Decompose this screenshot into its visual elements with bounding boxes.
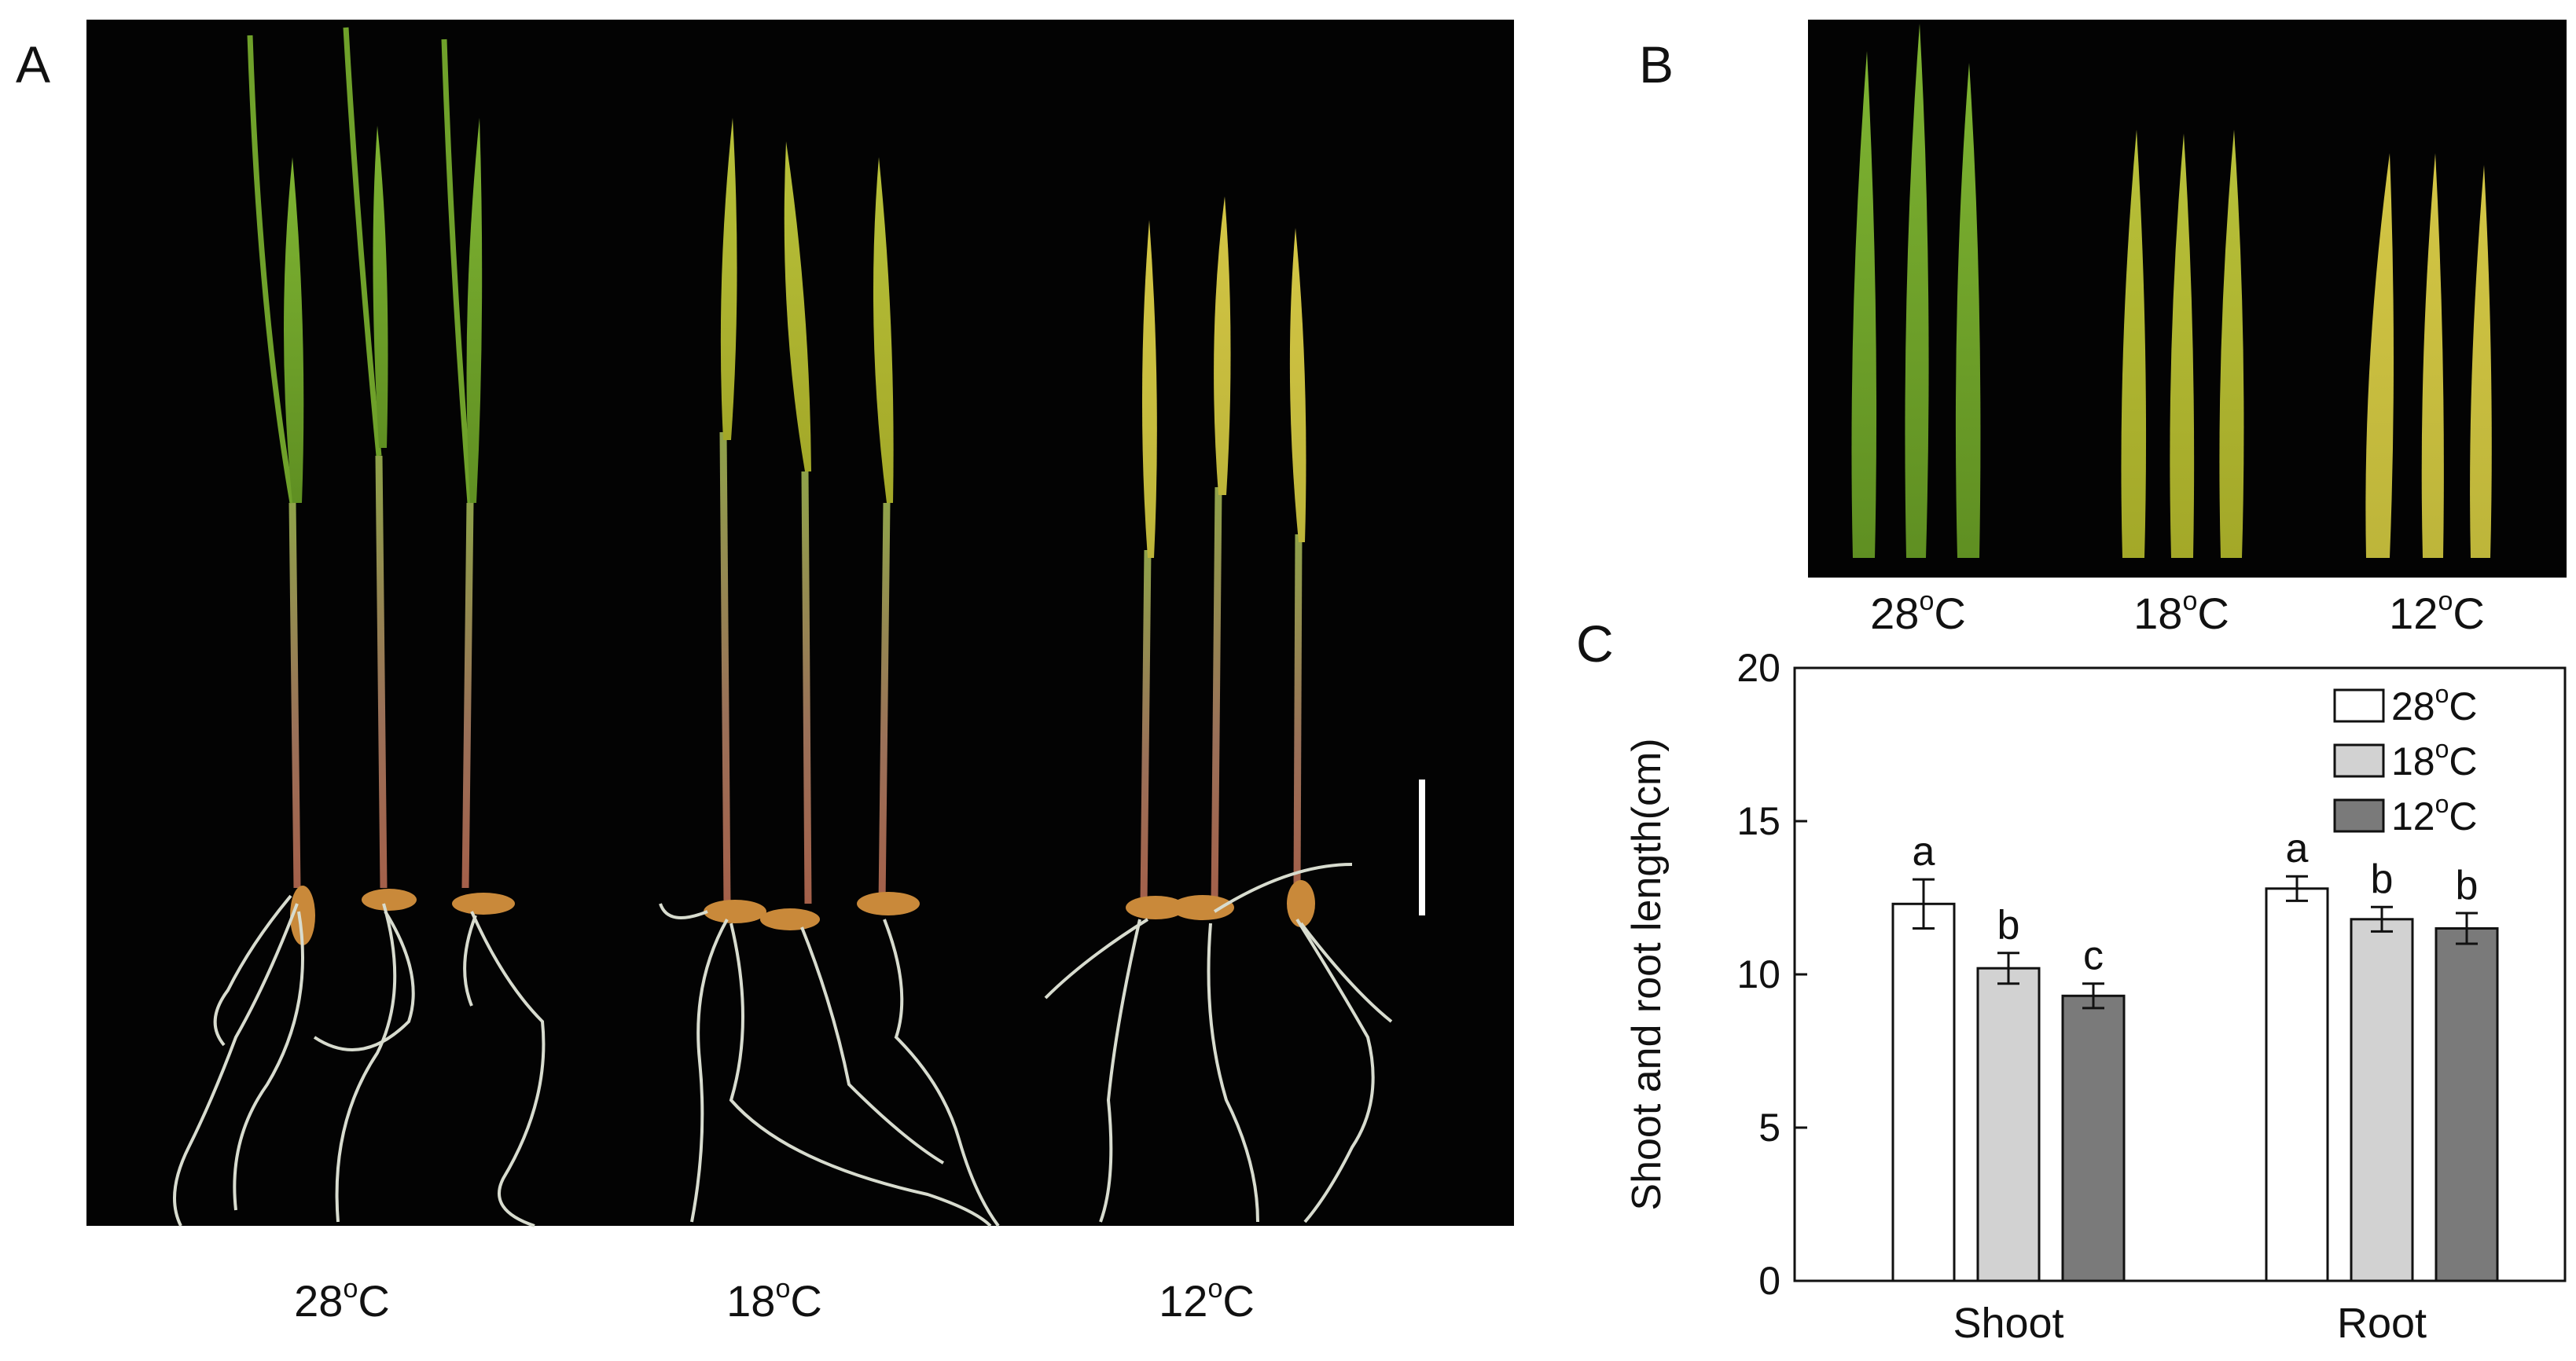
panel-b-label-18c: 18oC (2133, 586, 2229, 638)
y-tick-label: 10 (1736, 952, 1780, 996)
panel-b-letter: B (1639, 35, 1674, 94)
y-axis-label: Shoot and root length(cm) (1624, 738, 1670, 1210)
panel-a-label-28c: 28oC (294, 1274, 390, 1326)
legend-label: 12oC (2391, 790, 2478, 838)
significance-letter: b (2371, 857, 2394, 902)
y-tick-label: 15 (1736, 799, 1780, 843)
bar (2350, 918, 2414, 1282)
panel-a-label-18c: 18oC (726, 1274, 822, 1326)
legend-swatch (2333, 743, 2385, 778)
significance-letter: b (2456, 863, 2479, 908)
bar (2061, 994, 2126, 1282)
panel-b-label-28c: 28oC (1870, 586, 1966, 638)
scale-bar (1419, 780, 1425, 915)
significance-letter: b (1997, 903, 2020, 948)
bar-chart: 0 5 10 15 20 Shoot and root length(cm) a b c Shoo… (1624, 646, 2567, 1347)
panel-b-label-12c: 12oC (2389, 586, 2485, 638)
leaves-12c (2365, 153, 2492, 558)
seedlings-28c (173, 27, 546, 1227)
bar (1976, 967, 2041, 1282)
y-tick-label: 5 (1758, 1106, 1780, 1150)
panel-a-label-12c: 12oC (1159, 1274, 1255, 1326)
bar (2435, 927, 2499, 1282)
x-category-label: Root (2337, 1300, 2427, 1347)
significance-letter: c (2083, 934, 2104, 979)
leaves-28c (1851, 24, 1981, 558)
legend-label: 28oC (2391, 680, 2478, 728)
bar (1891, 902, 1956, 1282)
bar (2265, 887, 2329, 1282)
significance-letter: a (2286, 826, 2309, 871)
legend-label: 18oC (2391, 735, 2478, 783)
legend-swatch (2333, 688, 2385, 723)
y-tick-label: 20 (1736, 646, 1780, 690)
seedlings-18c (659, 118, 1000, 1227)
y-tick-label: 0 (1758, 1259, 1780, 1303)
x-category-label: Shoot (1953, 1300, 2063, 1347)
seedlings-12c (1044, 196, 1393, 1223)
legend-swatch (2333, 798, 2385, 833)
leaves-18c (2121, 130, 2244, 558)
significance-letter: a (1913, 829, 1935, 875)
panel-a-letter: A (16, 35, 50, 94)
panel-a-photo (86, 20, 1514, 1226)
panel-c-letter: C (1576, 614, 1614, 673)
